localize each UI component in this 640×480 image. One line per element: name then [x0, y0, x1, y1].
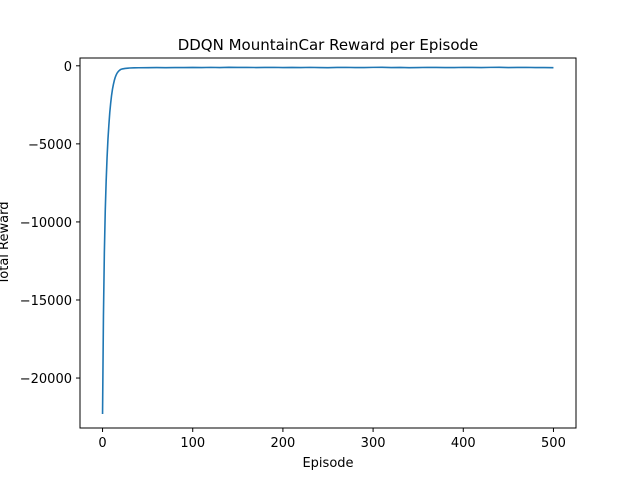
y-tick-label: −5000	[28, 138, 72, 153]
x-tick-label: 500	[541, 436, 566, 451]
series-layer	[101, 66, 554, 414]
x-tick-label: 200	[270, 436, 295, 451]
y-tick-label: −20000	[20, 372, 72, 387]
plot-area	[80, 58, 576, 428]
x-tick-label: 400	[451, 436, 476, 451]
plot-frame	[79, 57, 577, 429]
y-tick-label: −15000	[20, 294, 72, 309]
y-tick-label: −10000	[20, 216, 72, 231]
y-tick-label: 0	[64, 60, 72, 75]
x-axis-label: Episode	[302, 456, 353, 471]
ticks-layer: 0 100 200 300 400 500 0 −5000 −10000 −15000 −20000	[20, 60, 566, 451]
x-tick-label: 300	[361, 436, 386, 451]
y-axis-label: Total Reward	[0, 202, 12, 286]
x-tick-label: 100	[180, 436, 205, 451]
x-tick-label: 0	[98, 436, 106, 451]
reward-series-line	[101, 66, 554, 414]
chart-title: DDQN MountainCar Reward per Episode	[178, 36, 479, 54]
